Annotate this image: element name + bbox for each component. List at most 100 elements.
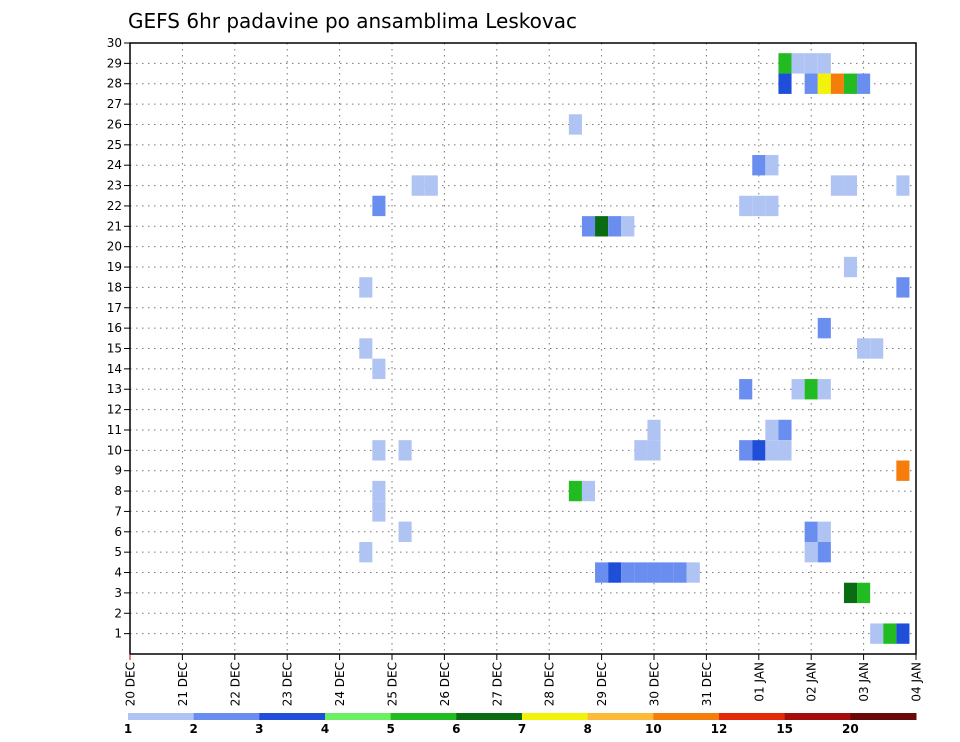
x-axis: 20 DEC 21 DEC 22 DEC 23 DEC 24 DEC 25 DEC 26 D… <box>124 654 924 706</box>
colorbar-label: 3 <box>255 722 263 736</box>
heatmap-cell <box>817 317 831 339</box>
y-tick-label: 23 <box>107 179 122 193</box>
colorbar-segment <box>653 713 720 720</box>
heatmap-cell <box>739 379 753 400</box>
heatmap-cell <box>581 480 596 502</box>
y-tick-label: 5 <box>114 545 122 559</box>
x-tick-label: 02 JAN <box>805 662 819 702</box>
heatmap-cell <box>647 419 661 441</box>
y-axis: 1234567891011121314151617181920212223242… <box>107 36 130 641</box>
colorbar-label: 12 <box>711 722 728 736</box>
colorbar-label: 20 <box>842 722 859 736</box>
heatmap-cell <box>608 562 622 583</box>
y-tick-label: 16 <box>107 321 122 335</box>
x-tick-label: 04 JAN <box>910 662 924 702</box>
heatmap-cell <box>739 195 753 217</box>
y-tick-label: 26 <box>107 117 122 131</box>
y-tick-label: 9 <box>114 464 122 478</box>
heatmap-cell <box>372 440 386 461</box>
heatmap-cell <box>896 277 910 298</box>
colorbar-label: 15 <box>776 722 793 736</box>
y-tick-label: 7 <box>114 504 122 518</box>
heatmap-cell <box>372 358 386 380</box>
heatmap-cell <box>424 175 438 196</box>
heatmap-cell <box>752 155 766 176</box>
heatmap-cell <box>857 73 871 94</box>
x-tick-label: 03 JAN <box>857 662 871 702</box>
y-tick-label: 12 <box>107 403 122 417</box>
y-tick-label: 2 <box>114 606 122 620</box>
heatmap-cell <box>896 623 910 644</box>
heatmap-cell <box>634 562 648 583</box>
heatmap-cell <box>830 175 844 196</box>
x-tick-label: 23 DEC <box>281 662 295 706</box>
y-tick-label: 13 <box>107 382 122 396</box>
colorbar-label: 4 <box>321 722 329 736</box>
heatmap-cell <box>752 440 766 461</box>
heatmap-cell <box>765 419 779 441</box>
colorbar-label: 7 <box>518 722 526 736</box>
heatmap-cell <box>817 521 831 542</box>
heatmap-cell <box>817 379 831 400</box>
y-tick-label: 19 <box>107 260 122 274</box>
x-tick-label: 21 DEC <box>176 662 190 706</box>
heatmap-cell <box>870 338 884 359</box>
heatmap-cell <box>857 582 871 604</box>
heatmap-cell <box>843 73 858 94</box>
heatmap-cell <box>765 195 779 217</box>
heatmap-cell <box>778 440 792 461</box>
x-tick-label: 25 DEC <box>386 662 400 706</box>
heatmap-cell <box>372 195 386 217</box>
colorbar-segment <box>325 713 392 720</box>
grid-lines <box>130 42 916 654</box>
y-tick-label: 15 <box>107 342 122 356</box>
heatmap-cell <box>843 582 858 604</box>
colorbar-label: 1 <box>124 722 132 736</box>
heatmap-cell <box>830 73 844 94</box>
y-tick-label: 4 <box>114 566 122 580</box>
heatmap-cell <box>634 440 648 461</box>
heatmap-cell <box>804 379 818 400</box>
y-tick-label: 3 <box>114 586 122 600</box>
y-tick-label: 8 <box>114 484 122 498</box>
colorbar-segment <box>193 713 260 720</box>
heatmap-cell <box>398 521 412 542</box>
heatmap-cell <box>765 155 779 176</box>
chart-title: GEFS 6hr padavine po ansamblima Leskovac <box>128 9 577 33</box>
x-tick-label: 24 DEC <box>333 662 347 706</box>
heatmap-cell <box>372 480 386 502</box>
heatmap-cell <box>804 541 818 563</box>
x-tick-label: 20 DEC <box>124 662 138 706</box>
heatmap-cell <box>568 114 582 135</box>
heatmap-cell <box>673 562 687 583</box>
heatmap-cell <box>778 53 792 74</box>
y-tick-label: 22 <box>107 199 122 213</box>
colorbar-segment <box>456 713 523 720</box>
y-tick-label: 10 <box>107 443 122 457</box>
colorbar-legend: 1 2 3 4 5 6 7 8 10 12 15 20 <box>124 713 917 736</box>
x-tick-label: 27 DEC <box>490 662 504 706</box>
heatmap-cell <box>804 53 818 74</box>
plot-frame <box>129 42 917 655</box>
y-tick-label: 28 <box>107 77 122 91</box>
x-tick-label: 01 JAN <box>752 662 766 702</box>
heatmap-cell <box>686 562 700 583</box>
heatmap-cell <box>817 53 831 74</box>
heatmap-cell <box>359 541 373 563</box>
y-tick-label: 29 <box>107 56 122 70</box>
y-tick-label: 17 <box>107 301 122 315</box>
y-tick-label: 30 <box>107 36 122 50</box>
heatmap-cell <box>817 73 831 94</box>
heatmap-cell <box>621 562 635 583</box>
heatmap-cell <box>843 256 858 278</box>
colorbar-segment <box>850 713 917 720</box>
colorbar-label: 6 <box>452 722 460 736</box>
x-tick-label: 30 DEC <box>648 662 662 706</box>
y-tick-label: 21 <box>107 219 122 233</box>
heatmap-cell <box>765 440 779 461</box>
heatmap-cell <box>411 175 425 196</box>
heatmap-cell <box>883 623 897 644</box>
heatmap-cell <box>359 338 373 359</box>
heatmap-cell <box>804 521 818 542</box>
